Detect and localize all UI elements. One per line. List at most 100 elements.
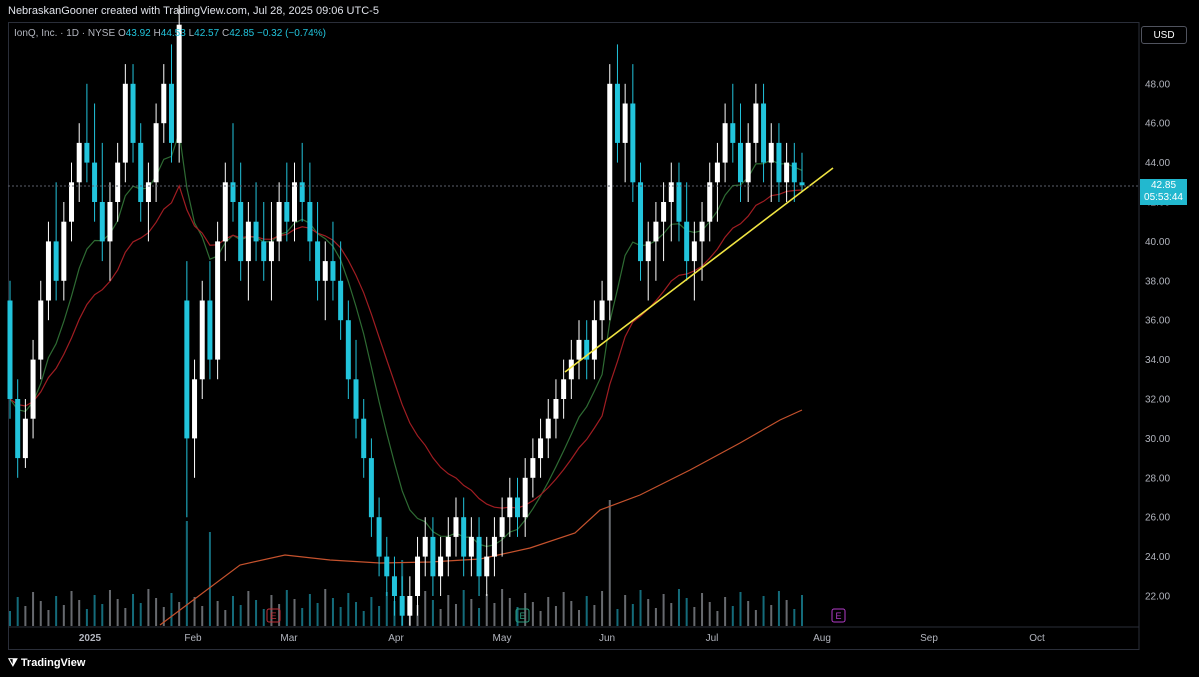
volume-bar [347,593,350,626]
volume-bar [62,605,65,626]
candle-body [69,182,75,222]
tradingview-logo-icon: ⧩ [8,657,18,669]
volume-bar [24,606,27,626]
candle-body [99,202,105,242]
candle-body [768,142,774,163]
candle-body [138,142,144,202]
volume-bar [355,602,358,626]
x-tick-label: Mar [280,633,298,644]
volume-bar [724,597,727,626]
candle-body [253,221,259,242]
volume-bar [255,600,258,626]
candle-body [730,123,736,143]
candle-body [630,103,636,183]
y-tick-label: 44.00 [1145,158,1170,169]
candle-body [607,83,613,301]
y-tick-label: 34.00 [1145,355,1170,366]
candle-body [353,379,359,419]
x-tick-label: Feb [184,633,202,644]
tradingview-logo[interactable]: ⧩ TradingView [8,657,85,670]
volume-bar [754,610,757,626]
candle-body [307,202,313,242]
volume-bar [785,600,788,626]
volume-bar [162,607,165,626]
time-axis[interactable]: 2025 Feb Mar Apr May Jun Jul Aug Sep Oct [8,626,1139,644]
volume-bar [339,607,342,626]
candle-body [438,556,444,577]
candle-body [199,300,205,380]
price-axis-bg [1139,22,1194,650]
volume-bar [701,593,704,626]
last-price-tag: 42.85 05:53:44 [1140,179,1187,205]
candle-body [122,83,128,163]
volume-bar [462,590,465,626]
high-value: 44.53 [160,28,186,39]
x-tick-label: Oct [1029,633,1045,644]
volume-bar [585,596,588,626]
candle-body [322,261,328,281]
volume-bar [485,594,488,626]
volume-bar [516,607,519,626]
candle-body [584,339,590,360]
y-tick-label: 36.00 [1145,316,1170,327]
x-tick-label: Jun [599,633,615,644]
volume-bar [578,610,581,626]
volume-bar [570,601,573,626]
candle-body [484,556,490,577]
volume-bar [693,607,696,626]
candle-body [338,280,344,321]
candle-body [761,103,767,163]
volume-bar [39,601,42,626]
x-tick-label: Aug [813,633,831,644]
earnings-markers[interactable]: E E E [266,608,846,623]
volume-bar [239,605,242,626]
candle-body [545,418,551,439]
candles [7,5,805,626]
bar-countdown: 05:53:44 [1144,192,1183,203]
price-axis[interactable]: 22.00 24.00 26.00 28.00 30.00 32.00 34.00 36.00… [1138,22,1194,650]
candle-body [399,596,405,616]
volume-bar [670,603,673,626]
x-tick-label: Sep [920,633,938,644]
y-tick-label: 30.00 [1145,434,1170,445]
y-tick-label: 46.00 [1145,119,1170,130]
volume-bar [108,590,111,626]
candle-body [530,458,536,478]
candle-body [168,83,174,143]
volume-bar [47,610,50,626]
trendline[interactable] [564,167,834,373]
header-bar: NebraskanGooner created with TradingView… [0,0,1199,22]
candle-body [15,399,21,459]
candle-body [276,202,282,242]
candle-body [192,379,198,439]
candle-body [476,536,482,577]
x-tick-label: May [493,633,512,644]
volume-bar [147,589,150,626]
candle-body [153,123,159,183]
earnings-icon[interactable] [266,608,281,623]
candle-body [691,241,697,262]
volume-bar [539,611,542,626]
volume-bar [16,597,19,626]
volume-bar [93,595,96,626]
earnings-icon[interactable] [831,608,846,623]
volume-bar [662,594,665,626]
candle-body [299,182,305,202]
currency-button[interactable]: USD [1141,26,1187,44]
candle-body [622,103,628,143]
candle-body [184,300,190,439]
candle-body [292,182,298,222]
volume-bar [132,594,135,626]
candle-body [245,221,251,262]
volume-bar [639,590,642,626]
volume-bar [793,609,796,626]
volume-bar [777,591,780,626]
earnings-icon[interactable] [515,608,530,623]
candle-body [745,142,751,183]
candle-body [445,536,451,557]
volume-bar [439,609,442,626]
volume-bar [370,597,373,626]
candle-body [799,182,805,186]
candle-body [215,241,221,360]
